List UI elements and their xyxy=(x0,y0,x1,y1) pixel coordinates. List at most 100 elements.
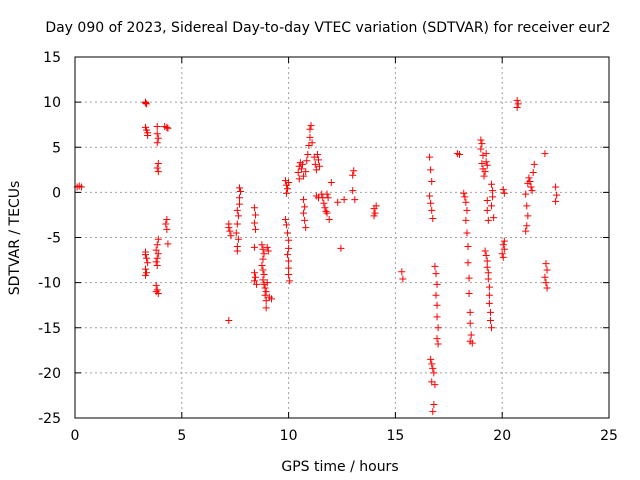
data-point xyxy=(250,243,258,251)
data-point xyxy=(232,229,240,237)
data-point xyxy=(253,280,261,288)
y-tick-label: 5 xyxy=(52,140,61,156)
data-point xyxy=(285,178,293,186)
data-point xyxy=(429,215,437,223)
data-point xyxy=(300,196,308,204)
data-point xyxy=(304,150,312,158)
y-tick-label: 10 xyxy=(43,95,61,111)
data-point xyxy=(486,317,494,325)
data-point xyxy=(500,189,508,197)
data-point xyxy=(527,183,535,191)
data-point xyxy=(482,158,490,166)
data-point xyxy=(234,235,242,243)
data-point xyxy=(259,245,267,253)
data-point xyxy=(300,172,308,180)
data-point xyxy=(484,275,492,283)
data-point xyxy=(524,212,532,220)
data-point xyxy=(264,247,272,255)
data-point xyxy=(430,400,438,408)
data-point xyxy=(154,134,162,142)
data-point xyxy=(481,247,489,255)
data-point xyxy=(483,257,491,265)
plot-frame xyxy=(74,56,610,419)
data-point xyxy=(259,255,267,263)
data-point xyxy=(513,104,521,112)
data-point xyxy=(489,193,497,201)
data-point xyxy=(541,273,549,281)
data-point xyxy=(163,225,171,233)
data-point xyxy=(285,244,293,252)
data-point xyxy=(234,212,242,220)
x-tick-label: 10 xyxy=(280,428,298,444)
axis-ticks: 0 5 10 15 20 25 -25 -20 -15 -10 -5 0 5 10 15 xyxy=(38,50,618,444)
data-point xyxy=(434,324,442,332)
data-point xyxy=(429,408,437,416)
x-tick-label: 5 xyxy=(177,428,186,444)
data-point xyxy=(152,258,160,266)
data-point xyxy=(154,168,162,176)
data-point xyxy=(261,284,269,292)
data-point xyxy=(144,132,152,140)
data-point xyxy=(489,187,497,195)
data-point xyxy=(285,264,293,272)
data-point xyxy=(349,187,357,195)
data-point xyxy=(153,139,161,147)
data-point xyxy=(268,295,276,303)
data-point xyxy=(350,167,358,175)
data-point xyxy=(543,266,551,274)
data-point xyxy=(153,241,161,249)
data-point xyxy=(321,204,329,212)
data-point xyxy=(484,269,492,277)
data-point xyxy=(349,171,357,179)
data-point xyxy=(464,259,472,267)
data-point xyxy=(260,271,268,279)
data-point xyxy=(286,277,294,285)
data-point xyxy=(340,196,348,204)
data-point xyxy=(525,174,533,182)
data-point xyxy=(483,161,491,169)
data-point xyxy=(337,244,345,252)
data-point xyxy=(308,139,316,147)
data-point xyxy=(163,123,171,131)
data-point xyxy=(303,157,311,165)
y-tick-label: -25 xyxy=(38,411,61,427)
data-point xyxy=(482,252,490,260)
data-point xyxy=(323,209,331,217)
data-point xyxy=(433,335,441,343)
data-point xyxy=(477,145,485,153)
y-tick-label: 15 xyxy=(43,50,61,66)
data-point xyxy=(433,301,441,309)
data-point xyxy=(490,214,498,222)
data-point xyxy=(530,160,538,168)
data-point xyxy=(477,136,485,144)
y-axis-label: SDTVAR / TECUs xyxy=(7,181,23,296)
data-point xyxy=(152,288,160,296)
data-point xyxy=(433,280,441,288)
data-point xyxy=(294,169,302,177)
data-point xyxy=(300,209,308,217)
x-axis-label: GPS time / hours xyxy=(281,459,398,475)
data-point xyxy=(164,124,172,132)
data-point xyxy=(141,251,149,259)
data-point xyxy=(285,257,293,265)
chart-title: Day 090 of 2023, Sidereal Day-to-day VTE… xyxy=(45,20,610,36)
data-point xyxy=(488,202,496,210)
data-point xyxy=(258,261,266,269)
data-point xyxy=(481,168,489,176)
data-point xyxy=(237,187,245,195)
data-point xyxy=(251,225,259,233)
data-point xyxy=(281,215,289,223)
data-point xyxy=(153,261,161,269)
data-point xyxy=(258,241,266,249)
data-point xyxy=(143,254,151,262)
data-point xyxy=(528,187,536,195)
data-point xyxy=(235,194,243,202)
data-point xyxy=(464,243,472,251)
y-tick-label: -15 xyxy=(38,321,61,337)
data-point xyxy=(141,271,149,279)
data-point xyxy=(522,190,530,198)
data-point xyxy=(143,100,151,108)
data-point xyxy=(154,235,162,243)
data-point xyxy=(284,251,292,259)
